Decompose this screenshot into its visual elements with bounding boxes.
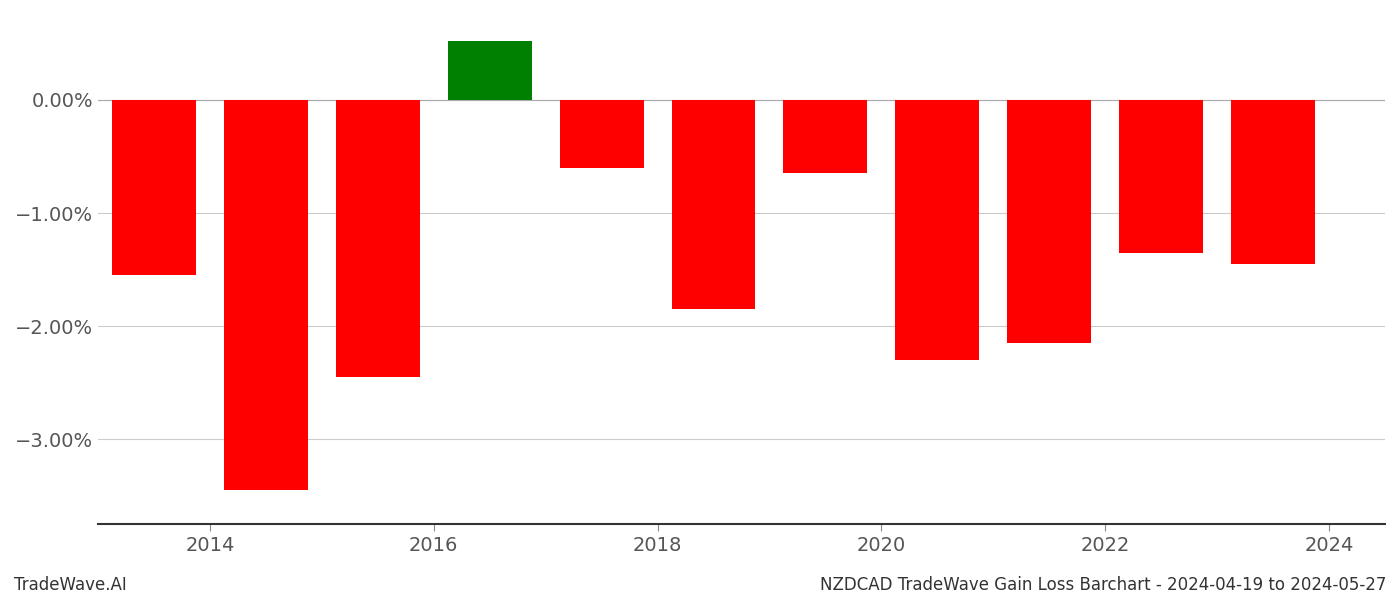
Bar [1231,100,1315,264]
Bar [1119,100,1203,253]
Bar [1007,100,1091,343]
Bar [560,100,644,168]
Text: TradeWave.AI: TradeWave.AI [14,576,127,594]
Bar [784,100,868,173]
Bar [336,100,420,377]
Bar [112,100,196,275]
Bar [224,100,308,490]
Bar [448,41,532,100]
Text: NZDCAD TradeWave Gain Loss Barchart - 2024-04-19 to 2024-05-27: NZDCAD TradeWave Gain Loss Barchart - 20… [819,576,1386,594]
Bar [896,100,980,360]
Bar [672,100,756,309]
